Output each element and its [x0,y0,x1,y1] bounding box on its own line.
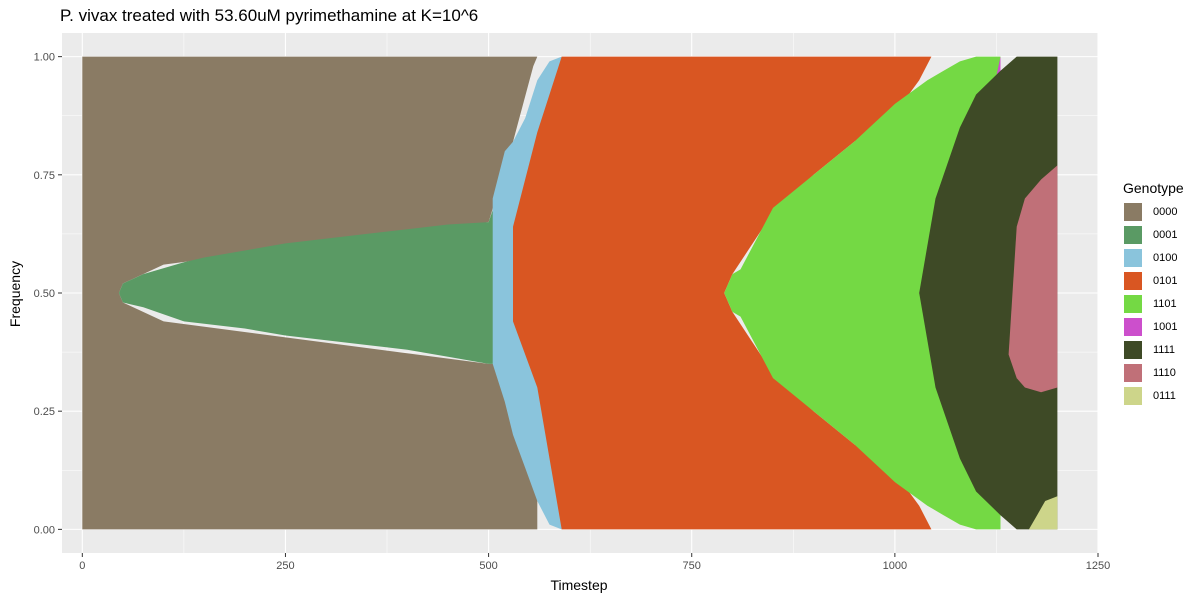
legend-item-0100: 0100 [1123,246,1184,269]
x-tick-label: 1000 [883,560,907,572]
legend-label: 1110 [1153,366,1176,379]
legend-item-0001: 0001 [1123,223,1184,246]
x-axis-title: Timestep [550,577,607,593]
legend-key [1123,362,1143,383]
legend-label: 0001 [1153,228,1178,241]
x-tick-label: 0 [79,560,85,572]
series-area-1111 [919,56,1058,530]
legend-key [1123,224,1143,245]
y-tick-label: 0.75 [34,170,55,182]
x-tick-label: 1250 [1086,560,1110,572]
legend-label: 1111 [1153,343,1176,356]
legend-label: 0111 [1153,389,1176,402]
legend-title: Genotype [1123,180,1184,196]
legend-item-0101: 0101 [1123,269,1184,292]
legend-item-0111: 0111 [1123,384,1184,407]
legend: Genotype 0000 0001 0100 0101 1101 1001 1111 111… [1123,180,1184,407]
legend-label: 0000 [1153,205,1178,218]
legend-key [1123,316,1143,337]
series-area-0101 [513,56,932,530]
legend-key [1123,339,1143,360]
legend-key [1123,247,1143,268]
y-tick-label: 0.25 [34,406,55,418]
series-area-1101 [724,56,1001,530]
legend-key [1123,270,1143,291]
legend-key [1123,201,1143,222]
legend-item-1001: 1001 [1123,315,1184,338]
x-tick-label: 750 [683,560,701,572]
legend-items: 0000 0001 0100 0101 1101 1001 1111 1110 0111 [1123,200,1184,407]
legend-label: 0100 [1153,251,1178,264]
legend-key [1123,385,1143,406]
y-axis-title: Frequency [7,261,23,327]
legend-label: 1001 [1153,320,1178,333]
y-tick-label: 1.00 [34,52,55,64]
x-tick-label: 250 [276,560,294,572]
series-area-1110 [1008,165,1058,393]
series-area-0000 [82,56,538,530]
legend-item-1101: 1101 [1123,292,1184,315]
x-tick-label: 500 [479,560,497,572]
legend-item-1110: 1110 [1123,361,1184,384]
legend-key [1123,293,1143,314]
chart-title: P. vivax treated with 53.60uM pyrimetham… [60,6,479,25]
legend-label: 1101 [1153,297,1177,310]
y-tick-label: 0.00 [34,524,55,536]
legend-label: 0101 [1153,274,1178,287]
legend-item-1111: 1111 [1123,338,1184,361]
y-tick-label: 0.50 [34,288,55,300]
legend-item-0000: 0000 [1123,200,1184,223]
series-area-0001 [118,151,514,364]
series-area-0111 [1028,496,1058,530]
